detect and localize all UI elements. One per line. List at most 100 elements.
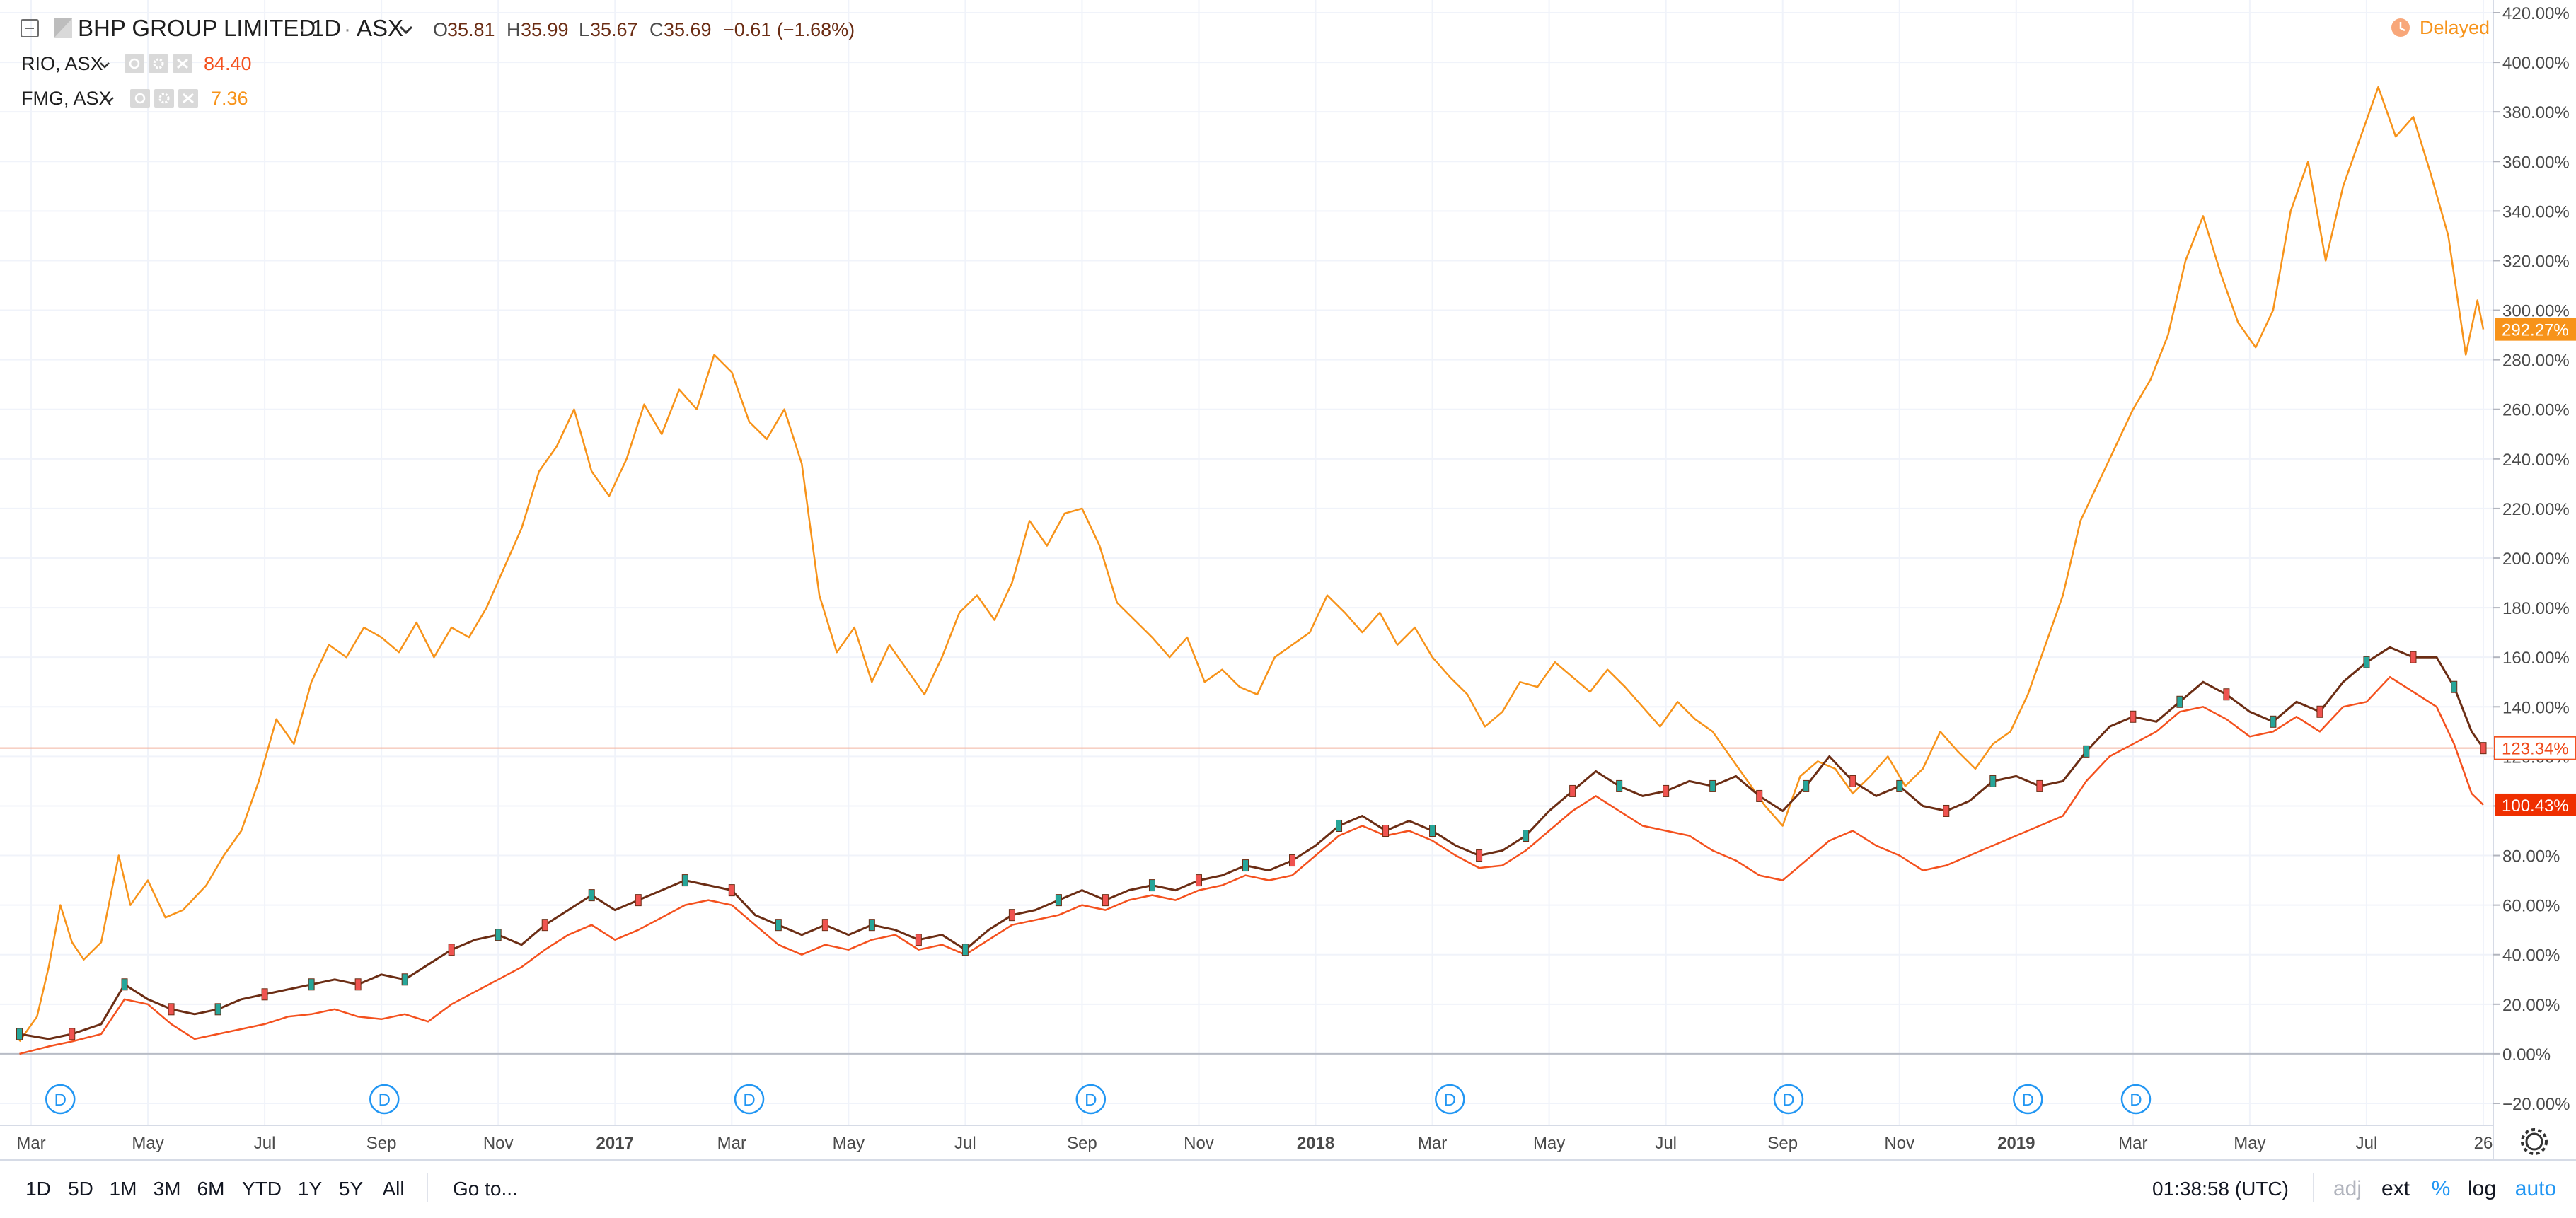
option-ext[interactable]: ext bbox=[2381, 1177, 2410, 1200]
candle bbox=[1055, 894, 1062, 907]
collapse-legend-button[interactable] bbox=[21, 19, 39, 37]
range-button-3m[interactable]: 3M bbox=[154, 1178, 181, 1200]
symbol-sep-2: · bbox=[344, 18, 351, 41]
go-to-button[interactable]: Go to... bbox=[453, 1178, 518, 1200]
y-tick-label: 340.00% bbox=[2502, 202, 2570, 221]
candle bbox=[214, 1003, 221, 1016]
x-tick-label: 2017 bbox=[596, 1134, 634, 1153]
candle bbox=[2083, 745, 2090, 758]
dividend-marker[interactable]: D bbox=[2120, 1084, 2152, 1115]
dividend-marker[interactable]: D bbox=[1773, 1084, 1804, 1115]
settings-button[interactable] bbox=[2521, 1128, 2548, 1155]
dividend-label: D bbox=[54, 1091, 67, 1110]
high-label: H bbox=[507, 19, 521, 40]
range-button-1d[interactable]: 1D bbox=[25, 1178, 51, 1200]
x-tick-label: Jul bbox=[2356, 1134, 2378, 1153]
last-value-text: 292.27% bbox=[2502, 321, 2569, 340]
symbol-interval[interactable]: 1D bbox=[311, 15, 341, 41]
range-buttons: 1D 5D 1M 3M 6M YTD 1Y 5Y All bbox=[25, 1178, 404, 1200]
candle bbox=[2130, 710, 2137, 723]
x-tick-label: May bbox=[1533, 1134, 1565, 1153]
dividend-label: D bbox=[1444, 1091, 1456, 1110]
y-tick-label: 320.00% bbox=[2502, 252, 2570, 271]
option-auto[interactable]: auto bbox=[2515, 1177, 2556, 1200]
candle bbox=[1195, 874, 1202, 887]
candle bbox=[1523, 830, 1530, 842]
candle bbox=[1148, 879, 1155, 892]
x-tick-label: Nov bbox=[483, 1134, 514, 1153]
overlay-label[interactable]: RIO, ASX bbox=[21, 53, 103, 74]
candle bbox=[775, 919, 782, 932]
legend: BHP GROUP LIMITED · 1D · ASX O 35.81 H 3… bbox=[21, 15, 2490, 109]
option-log[interactable]: log bbox=[2468, 1177, 2496, 1200]
last-value-badge: 123.34% bbox=[2494, 736, 2576, 760]
ohlc-values: O 35.81 H 35.99 L 35.67 C 35.69 −0.61 (−… bbox=[433, 19, 855, 40]
option-percent[interactable]: % bbox=[2432, 1177, 2451, 1200]
x-tick-label: 2018 bbox=[1297, 1134, 1334, 1153]
baseline bbox=[0, 747, 2493, 1055]
range-button-all[interactable]: All bbox=[382, 1178, 404, 1200]
dividend-marker[interactable]: D bbox=[369, 1084, 400, 1115]
candle bbox=[541, 919, 548, 932]
utc-clock[interactable]: 01:38:58 (UTC) bbox=[2152, 1178, 2289, 1200]
last-value-labels: 292.27% 100.43% 123.34% bbox=[2494, 318, 2576, 816]
overlay-fmg[interactable]: FMG, ASX 7.36 bbox=[21, 88, 248, 109]
x-tick-label: Sep bbox=[366, 1134, 397, 1153]
y-tick-label: 40.00% bbox=[2502, 946, 2560, 965]
candle bbox=[168, 1003, 175, 1016]
range-button-1m[interactable]: 1M bbox=[110, 1178, 137, 1200]
high-value: 35.99 bbox=[521, 19, 569, 40]
candle bbox=[961, 944, 969, 956]
x-tick-label: Sep bbox=[1067, 1134, 1097, 1153]
open-label: O bbox=[433, 19, 448, 40]
candle bbox=[2410, 651, 2417, 663]
y-tick-label: 380.00% bbox=[2502, 103, 2570, 122]
overlay-rio[interactable]: RIO, ASX 84.40 bbox=[21, 53, 252, 74]
y-tick-label: 80.00% bbox=[2502, 847, 2560, 866]
y-tick-label: 220.00% bbox=[2502, 500, 2570, 519]
eye-icon[interactable] bbox=[130, 89, 150, 108]
candle bbox=[868, 919, 875, 932]
x-tick-label: Mar bbox=[16, 1134, 45, 1153]
dividend-marker[interactable]: D bbox=[2013, 1084, 2043, 1115]
candle bbox=[1382, 825, 1390, 837]
candle bbox=[354, 978, 362, 991]
candle bbox=[1008, 909, 1015, 922]
candle bbox=[1429, 825, 1436, 837]
y-tick-label: 400.00% bbox=[2502, 54, 2570, 73]
dividend-marker[interactable]: D bbox=[1075, 1084, 1107, 1115]
close-value: 35.69 bbox=[664, 19, 712, 40]
dividend-marker[interactable]: D bbox=[1435, 1084, 1465, 1115]
gear-icon[interactable] bbox=[154, 89, 174, 108]
y-tick-label: 200.00% bbox=[2502, 550, 2570, 569]
chart-options: adj ext% log auto bbox=[2333, 1177, 2556, 1200]
overlay-label[interactable]: FMG, ASX bbox=[21, 88, 112, 109]
symbol-name[interactable]: BHP GROUP LIMITED bbox=[78, 15, 316, 41]
gear-icon[interactable] bbox=[149, 54, 168, 73]
last-value-text: 123.34% bbox=[2502, 740, 2569, 759]
price-axis[interactable]: 420.00% 400.00% 380.00% 360.00% 340.00% 320.0… bbox=[2493, 4, 2570, 1114]
dividend-marker[interactable]: D bbox=[45, 1084, 76, 1115]
x-tick-label: Nov bbox=[1184, 1134, 1214, 1153]
range-button-1y[interactable]: 1Y bbox=[298, 1178, 323, 1200]
symbol-exchange[interactable]: ASX bbox=[357, 15, 403, 41]
candle bbox=[261, 988, 268, 1001]
chevron-down-icon[interactable] bbox=[399, 25, 413, 35]
range-button-5y[interactable]: 5Y bbox=[339, 1178, 364, 1200]
chevron-down-icon[interactable] bbox=[104, 97, 114, 103]
candle bbox=[2451, 680, 2458, 693]
dividend-marker[interactable]: D bbox=[734, 1084, 765, 1115]
eye-icon[interactable] bbox=[125, 54, 144, 73]
range-button-6m[interactable]: 6M bbox=[197, 1178, 225, 1200]
range-button-ytd[interactable]: YTD bbox=[242, 1178, 282, 1200]
candle bbox=[2316, 705, 2323, 718]
option-adj[interactable]: adj bbox=[2333, 1177, 2362, 1200]
y-tick-label: 20.00% bbox=[2502, 996, 2560, 1015]
y-tick-label: 240.00% bbox=[2502, 451, 2570, 470]
range-button-5d[interactable]: 5D bbox=[68, 1178, 93, 1200]
chevron-down-icon[interactable] bbox=[100, 62, 110, 69]
time-axis[interactable]: Mar May Jul Sep Nov 2017 Mar May Jul Sep Nov 2018 Ma… bbox=[16, 1134, 2493, 1153]
delayed-badge[interactable]: Delayed bbox=[2391, 17, 2490, 38]
